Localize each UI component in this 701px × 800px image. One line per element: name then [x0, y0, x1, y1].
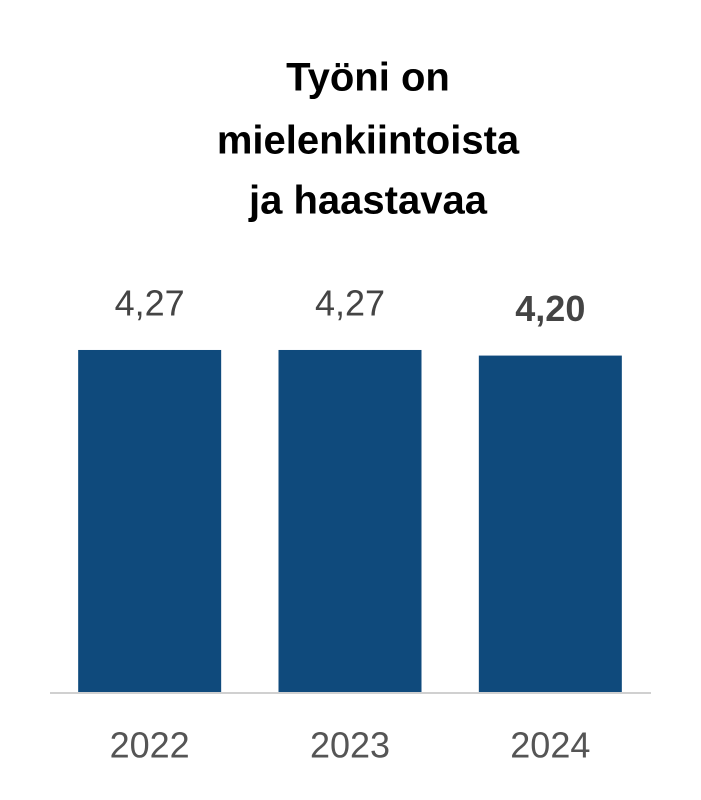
x-tick-label: 2024 [510, 725, 590, 766]
value-label: 4,27 [315, 282, 385, 323]
bar [78, 349, 222, 692]
chart-title: Työni on [286, 56, 450, 100]
chart-title: mielenkiintoista [217, 119, 520, 163]
chart-title: ja haastavaa [248, 179, 488, 223]
bar [478, 355, 622, 692]
x-tick-label: 2022 [110, 725, 190, 766]
value-label: 4,27 [115, 282, 185, 323]
x-tick-label: 2023 [310, 725, 390, 766]
value-label: 4,20 [515, 288, 585, 329]
bar [278, 349, 422, 692]
